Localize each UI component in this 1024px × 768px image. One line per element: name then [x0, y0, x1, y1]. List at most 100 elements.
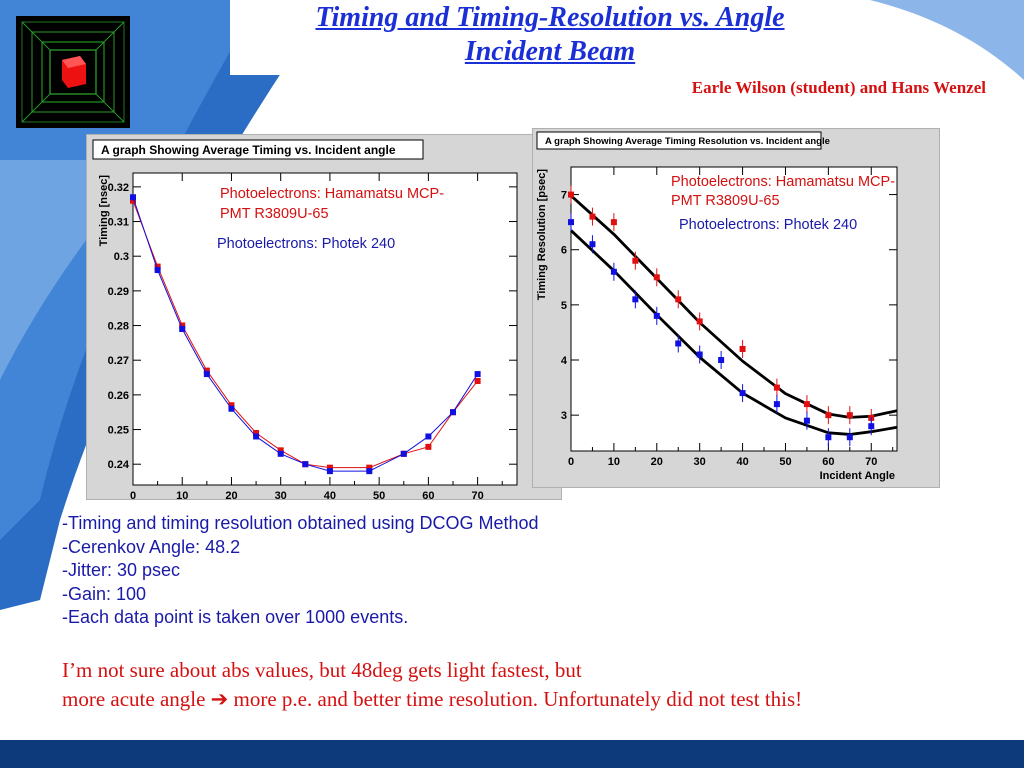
data-point — [366, 464, 373, 471]
chart-title: A graph Showing Average Timing Resolutio… — [545, 136, 830, 147]
x-tick-label: 10 — [176, 490, 188, 499]
plot-area — [132, 172, 518, 486]
y-tick-label: 4 — [561, 355, 568, 367]
x-tick-label: 60 — [822, 456, 834, 468]
y-tick-label: 0.24 — [108, 459, 130, 471]
y-axis-label: Timing [nsec] — [98, 175, 110, 247]
slide-title-line2: Incident Beam — [464, 36, 636, 67]
chart-panel-resolution: A graph Showing Average Timing Resolutio… — [532, 128, 940, 488]
data-point — [632, 257, 639, 264]
right-arrow-icon: ➔ — [210, 687, 229, 711]
data-point — [425, 443, 432, 450]
data-point — [653, 274, 660, 281]
data-point — [253, 430, 260, 436]
chart-annotation: PMT R3809U-65 — [220, 206, 329, 222]
x-tick-label: 60 — [422, 490, 434, 499]
bullet-cerenkov: -Cerenkov Angle: 48.2 — [62, 536, 241, 557]
data-point — [425, 433, 432, 440]
x-tick-label: 20 — [651, 456, 663, 468]
data-point — [154, 263, 161, 270]
data-point — [130, 197, 136, 204]
data-point — [326, 468, 333, 475]
y-tick-label: 0.31 — [108, 217, 129, 229]
y-axis-label: Timing Resolution [psec] — [536, 169, 548, 301]
data-point — [277, 447, 284, 454]
data-point — [474, 378, 481, 384]
y-tick-label: 0.25 — [108, 425, 129, 437]
data-point — [179, 322, 186, 329]
x-tick-label: 50 — [373, 490, 385, 499]
data-point — [696, 318, 703, 325]
title-box: Timing and Timing-Resolution vs. Angle I… — [230, 0, 870, 75]
y-tick-label: 0.28 — [108, 321, 129, 333]
chart-annotation: Photoelectrons: Photek 240 — [217, 236, 395, 252]
data-point — [718, 357, 725, 364]
data-point — [773, 401, 780, 408]
data-point — [179, 326, 186, 332]
chart-panel-timing: A graph Showing Average Timing vs. Incid… — [86, 134, 562, 500]
y-tick-label: 7 — [561, 190, 567, 202]
x-tick-label: 30 — [694, 456, 706, 468]
data-point — [610, 268, 617, 275]
comment-note: I’m not sure about abs values, but 48deg… — [62, 656, 802, 714]
bullet-method: -Timing and timing resolution obtained u… — [62, 513, 539, 533]
note-line2-start: more acute angle — [62, 687, 211, 711]
plot-area — [570, 166, 898, 452]
data-point — [632, 296, 639, 303]
x-tick-label: 0 — [130, 490, 136, 499]
x-tick-label: 70 — [471, 490, 483, 499]
data-point — [277, 450, 284, 457]
chart-title: A graph Showing Average Timing vs. Incid… — [101, 143, 396, 157]
data-point — [326, 464, 333, 471]
chart-annotation: Photoelectrons: Photek 240 — [679, 217, 857, 233]
data-point — [366, 468, 373, 475]
data-point — [474, 371, 481, 378]
x-tick-label: 40 — [324, 490, 336, 499]
data-point — [696, 351, 703, 358]
slide-title-line1: Timing and Timing-Resolution vs. Angle — [315, 2, 785, 33]
detector-thumbnail — [16, 16, 130, 128]
data-point — [228, 402, 235, 409]
resolution-chart: A graph Showing Average Timing Resolutio… — [536, 131, 898, 482]
note-line2-end: more p.e. and better time resolution. Un… — [228, 687, 803, 711]
x-axis-label: Incident Angle — [820, 470, 895, 482]
bullet-list: -Timing and timing resolution obtained u… — [62, 512, 539, 630]
data-point — [568, 191, 574, 198]
x-tick-label: 30 — [275, 490, 287, 499]
y-tick-label: 0.26 — [108, 390, 129, 402]
data-point — [803, 417, 810, 424]
x-tick-label: 40 — [736, 456, 748, 468]
data-point — [400, 450, 407, 457]
bullet-events: -Each data point is taken over 1000 even… — [62, 607, 409, 627]
data-point — [825, 434, 832, 441]
chart-title-box — [536, 131, 822, 150]
footer-bar — [0, 740, 1024, 768]
data-point — [589, 213, 596, 220]
chart-title-box — [92, 139, 424, 160]
y-tick-label: 3 — [561, 410, 567, 422]
data-point — [868, 423, 875, 430]
authors: Earle Wilson (student) and Hans Wenzel — [691, 78, 986, 97]
data-point — [846, 412, 853, 419]
data-point — [825, 412, 832, 419]
data-point — [846, 434, 853, 441]
y-tick-label: 6 — [561, 245, 567, 257]
data-point — [675, 296, 682, 303]
note-line2: more acute angle ➔ more p.e. and better … — [62, 685, 802, 714]
data-point — [253, 433, 260, 440]
x-tick-label: 10 — [608, 456, 620, 468]
bullet-jitter: -Jitter: 30 psec — [62, 560, 181, 580]
chart-annotation: PMT R3809U-65 — [671, 193, 780, 209]
data-point — [568, 219, 574, 226]
detector-geometry-icon — [21, 21, 125, 123]
series-line — [132, 197, 479, 472]
x-tick-label: 20 — [225, 490, 237, 499]
bullet-gain: -Gain: 100 — [62, 583, 147, 604]
data-point — [803, 401, 810, 408]
x-tick-label: 0 — [568, 456, 574, 468]
chart-annotation: Photoelectrons: Hamamatsu MCP- — [220, 186, 444, 202]
data-point — [610, 219, 617, 226]
timing-chart: A graph Showing Average Timing vs. Incid… — [92, 139, 518, 499]
data-point — [589, 241, 596, 248]
data-point — [203, 371, 210, 378]
